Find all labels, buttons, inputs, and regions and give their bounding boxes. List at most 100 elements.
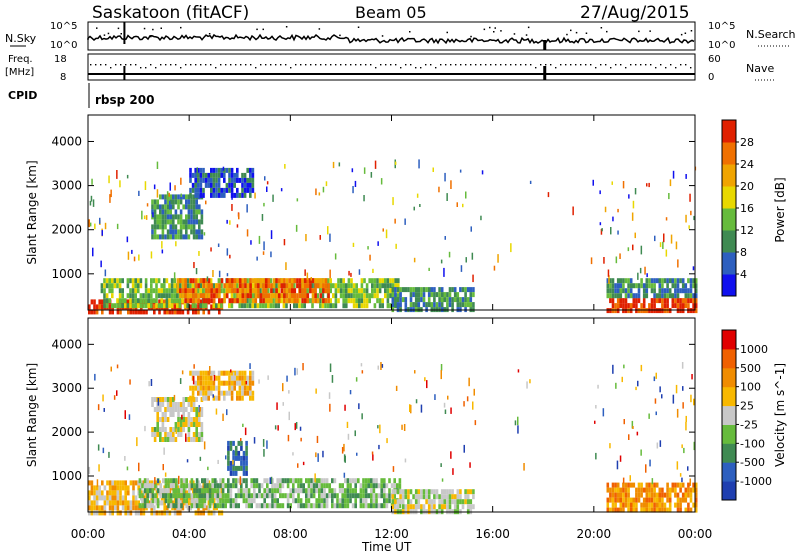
power-cell bbox=[606, 308, 610, 314]
nsky-spike bbox=[123, 22, 126, 44]
power-cell bbox=[187, 219, 191, 225]
power-cell bbox=[378, 278, 382, 284]
velocity-cell bbox=[417, 494, 421, 500]
power-cell bbox=[417, 287, 421, 293]
velocity-cell bbox=[236, 390, 239, 396]
velocity-cell bbox=[206, 478, 209, 484]
velocity-cell bbox=[238, 375, 242, 381]
velocity-cell bbox=[111, 510, 114, 516]
velocity-cell bbox=[153, 505, 156, 511]
power-cell bbox=[694, 283, 698, 289]
power-cell bbox=[225, 182, 229, 188]
velocity-cell bbox=[456, 499, 460, 505]
power-cell bbox=[228, 278, 232, 284]
velocity-cell bbox=[116, 480, 120, 486]
time-tick-label: 00:00 bbox=[678, 527, 713, 541]
power-cell bbox=[640, 308, 643, 314]
velocity-scatter-cell bbox=[148, 381, 150, 387]
nave-dot bbox=[95, 64, 97, 66]
velocity-cell bbox=[159, 493, 162, 499]
power-cell bbox=[681, 308, 685, 314]
power-cell bbox=[222, 288, 226, 294]
velocity-cell bbox=[140, 480, 143, 486]
velocity-cell bbox=[676, 492, 680, 498]
power-cell bbox=[627, 303, 630, 309]
power-cell bbox=[309, 278, 312, 284]
power-cell bbox=[363, 293, 366, 299]
velocity-scatter-cell bbox=[277, 425, 279, 431]
velocity-cell bbox=[331, 498, 334, 504]
velocity-cell bbox=[203, 488, 207, 494]
velocity-cell bbox=[459, 489, 462, 495]
power-cell bbox=[694, 288, 698, 294]
power-cell bbox=[155, 288, 158, 294]
velocity-cell bbox=[679, 507, 682, 513]
power-cell bbox=[179, 214, 183, 220]
velocity-scatter-cell bbox=[441, 478, 444, 482]
power-cell bbox=[220, 278, 224, 284]
velocity-cell bbox=[121, 495, 125, 501]
power-cell bbox=[329, 298, 332, 304]
velocity-cell bbox=[172, 483, 175, 489]
power-cell bbox=[466, 287, 470, 293]
velocity-cell bbox=[684, 487, 688, 493]
velocity-cell bbox=[354, 488, 357, 494]
velocity-cell bbox=[472, 494, 475, 500]
velocity-cell bbox=[271, 478, 274, 484]
power-cell bbox=[319, 303, 322, 309]
velocity-cell bbox=[210, 510, 213, 516]
power-cell bbox=[655, 308, 659, 314]
velocity-colorbar-tick-label: 1000 bbox=[740, 343, 768, 356]
velocity-scatter-cell bbox=[379, 424, 381, 434]
power-cell bbox=[199, 299, 203, 305]
power-cell bbox=[207, 298, 211, 304]
velocity-cell bbox=[146, 478, 149, 484]
velocity-cell bbox=[175, 503, 178, 509]
power-scatter-cell bbox=[180, 177, 182, 185]
power-cell bbox=[230, 293, 234, 299]
nave-dot bbox=[185, 64, 187, 66]
power-scatter-cell bbox=[382, 228, 384, 232]
power-cell bbox=[251, 167, 255, 173]
velocity-cell bbox=[201, 478, 204, 484]
velocity-cell bbox=[169, 427, 172, 432]
velocity-cell bbox=[237, 455, 241, 461]
power-cell bbox=[223, 298, 226, 304]
velocity-cell bbox=[684, 497, 688, 503]
velocity-cell bbox=[611, 487, 615, 493]
power-cell bbox=[153, 214, 157, 220]
velocity-cell bbox=[219, 498, 222, 504]
velocity-cell bbox=[229, 465, 233, 471]
power-cell bbox=[173, 298, 176, 304]
velocity-cell bbox=[249, 370, 252, 376]
power-cell bbox=[218, 293, 221, 299]
velocity-cell bbox=[121, 500, 125, 506]
power-cell bbox=[119, 309, 122, 315]
velocity-cell bbox=[187, 432, 191, 437]
velocity-cell bbox=[106, 480, 109, 486]
velocity-cell bbox=[177, 407, 180, 412]
power-scatter-cell bbox=[327, 226, 329, 235]
velocity-cell bbox=[151, 483, 155, 489]
velocity-cell bbox=[635, 502, 638, 508]
velocity-cell bbox=[167, 488, 170, 494]
power-cell bbox=[241, 283, 245, 289]
velocity-cell bbox=[404, 504, 408, 510]
velocity-scatter-cell bbox=[225, 455, 227, 460]
power-cell bbox=[679, 308, 682, 314]
power-cell bbox=[195, 214, 198, 220]
power-cell bbox=[204, 182, 208, 188]
velocity-cell bbox=[251, 375, 255, 381]
power-cell bbox=[389, 278, 392, 284]
velocity-scatter-cell bbox=[371, 451, 374, 455]
velocity-cell bbox=[229, 460, 233, 466]
velocity-cell bbox=[655, 502, 659, 508]
nave-dot bbox=[235, 64, 237, 66]
power-cell bbox=[249, 167, 252, 173]
velocity-scatter-cell bbox=[96, 479, 99, 487]
power-cell bbox=[179, 209, 183, 215]
power-cell bbox=[161, 209, 165, 215]
power-cell bbox=[199, 288, 202, 294]
power-cell bbox=[694, 298, 698, 304]
nave-dot bbox=[145, 67, 147, 69]
